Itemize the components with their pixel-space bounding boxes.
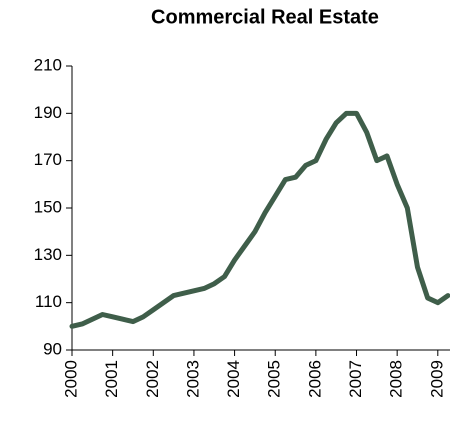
x-tick-label: 2000	[61, 360, 80, 398]
y-tick-label: 170	[34, 150, 62, 169]
y-tick-label: 110	[35, 292, 62, 311]
data-line	[69, 110, 450, 329]
x-tick-label: 2006	[305, 360, 324, 398]
x-tick-label: 2009	[427, 360, 446, 398]
x-tick-label: 2005	[265, 360, 284, 398]
x-tick-label: 2003	[183, 360, 202, 398]
x-tick-label: 2004	[224, 360, 243, 398]
y-tick-label: 130	[34, 245, 62, 264]
x-tick-label: 2001	[102, 360, 121, 398]
y-tick-label: 190	[34, 103, 62, 122]
y-tick-label: 90	[43, 339, 62, 358]
x-tick-label: 2002	[143, 360, 162, 398]
y-tick-label: 150	[34, 197, 62, 216]
y-tick-label: 210	[34, 55, 62, 74]
chart-title: Commercial Real Estate	[151, 6, 379, 28]
x-tick-label: 2008	[387, 360, 406, 398]
x-tick-label: 2007	[346, 360, 365, 398]
